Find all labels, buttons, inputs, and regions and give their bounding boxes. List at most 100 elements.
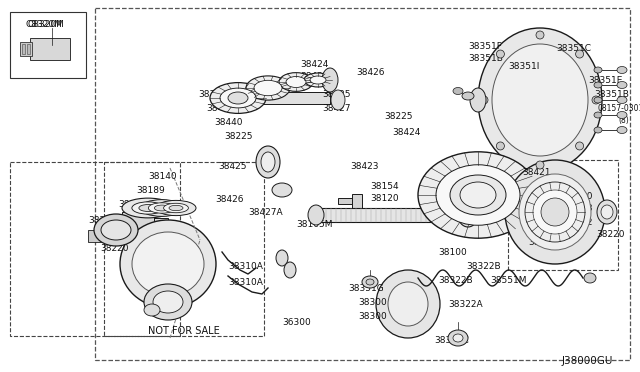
Text: 38322B: 38322B <box>466 262 500 271</box>
Ellipse shape <box>148 203 175 213</box>
Ellipse shape <box>139 205 157 211</box>
Ellipse shape <box>480 96 488 104</box>
Bar <box>30 38 70 60</box>
Ellipse shape <box>462 92 474 100</box>
Ellipse shape <box>362 276 378 288</box>
Ellipse shape <box>279 73 313 92</box>
Ellipse shape <box>132 232 204 296</box>
Ellipse shape <box>164 203 188 213</box>
Ellipse shape <box>525 182 585 242</box>
Ellipse shape <box>210 83 266 113</box>
Text: 36300: 36300 <box>282 318 311 327</box>
Text: 38440: 38440 <box>214 118 243 127</box>
Ellipse shape <box>617 67 627 74</box>
Text: 38423: 38423 <box>350 162 378 171</box>
Text: 38322A: 38322A <box>448 300 483 309</box>
Text: 38351G: 38351G <box>348 284 384 293</box>
Bar <box>104 162 264 336</box>
Text: 38423: 38423 <box>300 72 328 81</box>
Bar <box>10 162 180 336</box>
Text: 38322B: 38322B <box>438 276 472 285</box>
Text: 38220: 38220 <box>596 230 625 239</box>
Ellipse shape <box>261 152 275 172</box>
Text: 38120: 38120 <box>370 194 399 203</box>
Ellipse shape <box>284 262 296 278</box>
Ellipse shape <box>536 31 544 39</box>
Ellipse shape <box>322 68 338 92</box>
Ellipse shape <box>120 220 216 308</box>
Bar <box>508 160 618 270</box>
Bar <box>338 198 352 204</box>
Ellipse shape <box>617 112 627 119</box>
Ellipse shape <box>272 183 292 197</box>
Ellipse shape <box>376 270 440 338</box>
Ellipse shape <box>497 142 504 150</box>
Text: 38220: 38220 <box>100 244 129 253</box>
Ellipse shape <box>533 190 577 234</box>
Ellipse shape <box>448 330 468 346</box>
Text: 38427A: 38427A <box>248 208 283 217</box>
Ellipse shape <box>144 304 160 316</box>
Ellipse shape <box>453 334 463 342</box>
Ellipse shape <box>220 88 256 108</box>
Bar <box>320 208 465 222</box>
Ellipse shape <box>169 205 183 211</box>
Bar <box>27 44 30 54</box>
Ellipse shape <box>458 203 478 227</box>
Ellipse shape <box>536 161 544 169</box>
Ellipse shape <box>453 87 463 94</box>
Ellipse shape <box>575 142 584 150</box>
Ellipse shape <box>592 96 600 104</box>
Text: 38425: 38425 <box>218 162 246 171</box>
Ellipse shape <box>617 126 627 134</box>
Text: 38102: 38102 <box>528 238 557 247</box>
Ellipse shape <box>153 291 183 313</box>
Bar <box>108 218 168 232</box>
Ellipse shape <box>140 200 184 217</box>
Text: 38351B: 38351B <box>594 90 629 99</box>
Text: 38453: 38453 <box>206 104 235 113</box>
Text: 38551M: 38551M <box>490 276 527 285</box>
Ellipse shape <box>594 67 602 73</box>
Ellipse shape <box>286 77 306 87</box>
Ellipse shape <box>228 92 248 104</box>
Ellipse shape <box>331 90 345 110</box>
Ellipse shape <box>597 200 617 224</box>
Text: 38351I: 38351I <box>508 62 540 71</box>
Ellipse shape <box>94 214 138 246</box>
Text: NOT FOR SALE: NOT FOR SALE <box>148 326 220 336</box>
Ellipse shape <box>541 198 569 226</box>
Text: 38225: 38225 <box>384 112 413 121</box>
Text: 38351C: 38351C <box>556 44 591 53</box>
Text: J38000GU: J38000GU <box>562 356 613 366</box>
Text: 38210: 38210 <box>118 200 147 209</box>
Text: 38424: 38424 <box>300 60 328 69</box>
Text: (8): (8) <box>618 116 628 125</box>
Text: 38210A: 38210A <box>88 216 123 225</box>
Ellipse shape <box>492 44 588 156</box>
Text: 38165M: 38165M <box>296 220 333 229</box>
Text: 38426: 38426 <box>356 68 385 77</box>
Text: 38342: 38342 <box>564 218 593 227</box>
Text: 38300: 38300 <box>358 298 387 307</box>
Ellipse shape <box>505 160 605 264</box>
Bar <box>20 42 32 56</box>
Ellipse shape <box>304 73 332 87</box>
Text: 38421: 38421 <box>522 168 550 177</box>
Bar <box>10 12 86 78</box>
Ellipse shape <box>617 96 627 103</box>
Text: 38322C: 38322C <box>434 336 468 345</box>
Text: 38310A: 38310A <box>228 278 263 287</box>
Ellipse shape <box>470 88 486 112</box>
Ellipse shape <box>144 284 192 320</box>
Text: 38453: 38453 <box>564 204 593 213</box>
Ellipse shape <box>132 202 164 214</box>
Ellipse shape <box>519 174 591 250</box>
Ellipse shape <box>601 205 613 219</box>
Bar <box>88 230 104 242</box>
Text: 38189: 38189 <box>136 186 164 195</box>
Ellipse shape <box>256 146 280 178</box>
Text: 38140: 38140 <box>148 172 177 181</box>
Bar <box>240 92 330 104</box>
Bar <box>95 8 630 360</box>
